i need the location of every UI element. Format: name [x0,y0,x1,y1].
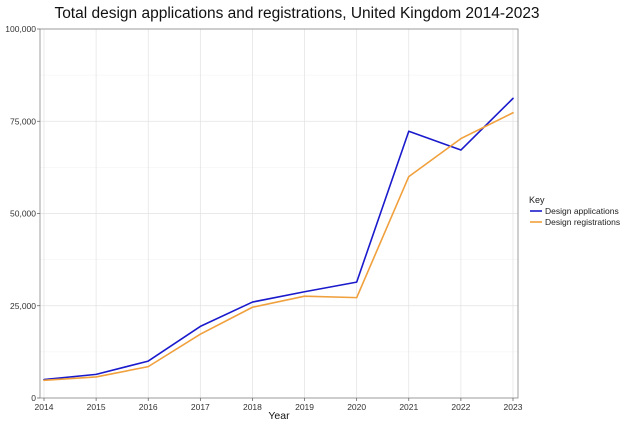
y-axis: 0 25,000 50,000 75,000 100,000 [5,24,40,403]
legend-title: Key [529,195,545,205]
x-tick-label: 2017 [191,402,210,412]
y-tick-label: 100,000 [5,24,36,34]
legend-label: Design applications [545,206,619,216]
x-tick-label: 2022 [451,402,470,412]
y-tick-label: 50,000 [10,209,36,219]
x-tick-label: 2015 [87,402,106,412]
x-tick-label: 2019 [295,402,314,412]
x-axis: 2014 2015 2016 2017 2018 2019 2020 2021 2022 2023 [35,398,523,412]
y-tick-label: 0 [31,393,36,403]
legend-label: Design registrations [545,217,620,227]
x-tick-label: 2023 [504,402,523,412]
x-tick-label: 2020 [347,402,366,412]
y-tick-label: 25,000 [10,301,36,311]
y-tick-label: 75,000 [10,116,36,126]
x-axis-label: Year [268,410,290,422]
x-tick-label: 2021 [399,402,418,412]
chart-title: Total design applications and registrati… [54,5,540,22]
x-tick-label: 2018 [243,402,262,412]
series-lines [43,97,514,382]
x-tick-label: 2014 [35,402,54,412]
grid-lines [40,28,518,399]
series-line-design-registrations [43,111,514,382]
x-tick-label: 2016 [139,402,158,412]
series-line-design-applications [43,97,514,381]
